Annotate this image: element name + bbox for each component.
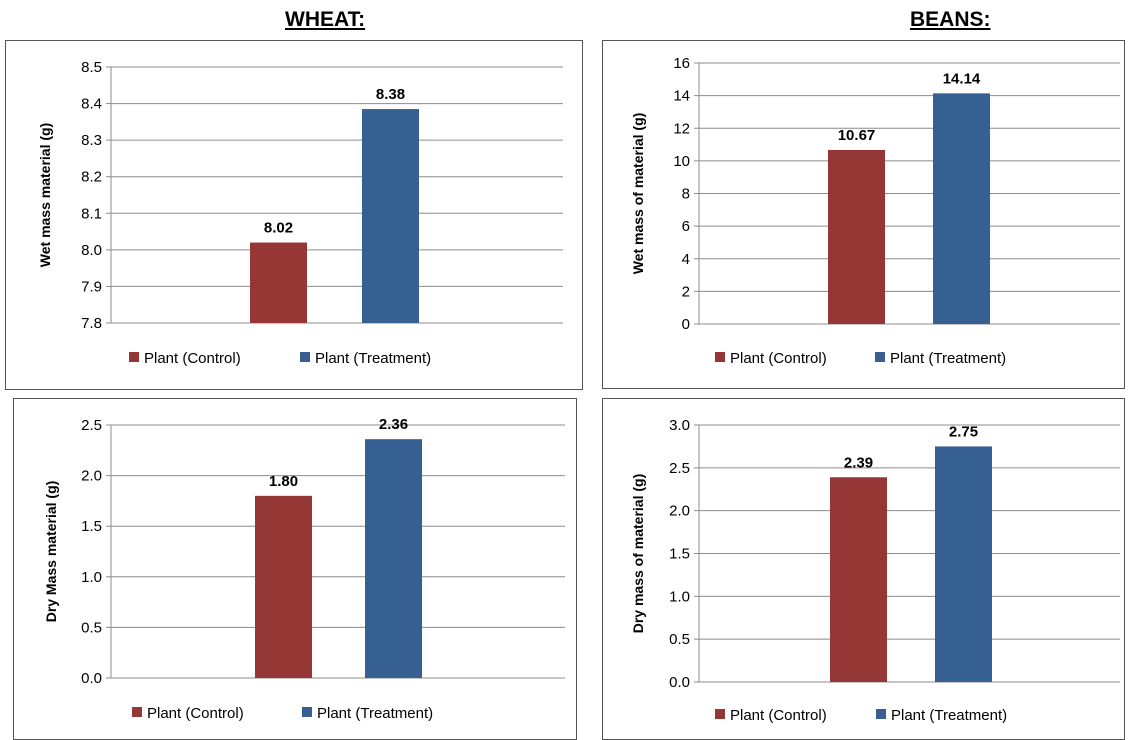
y-tick-label: 8 <box>682 186 690 203</box>
y-tick-label: 8.4 <box>81 96 102 113</box>
wheat-heading: WHEAT: <box>285 8 366 31</box>
y-tick-label: 16 <box>673 55 690 72</box>
y-tick-label: 1.5 <box>669 546 690 563</box>
legend-swatch <box>715 709 725 719</box>
y-axis-label: Wet mass material (g) <box>37 123 53 267</box>
legend-label: Plant (Treatment) <box>317 705 433 722</box>
bar-treatment <box>362 109 419 323</box>
bar-treatment <box>935 446 992 682</box>
y-tick-label: 4 <box>682 251 690 268</box>
wheat-dry-mass-chart: 0.0 0.5 1.0 1.5 2.0 2.5 Dry Mass material (g) 1… <box>13 398 577 740</box>
y-tick-label: 1.0 <box>669 588 690 605</box>
y-tick-label: 8.5 <box>81 59 102 76</box>
legend-swatch <box>876 709 886 719</box>
bar-treatment <box>365 439 422 678</box>
beans-heading: BEANS: <box>910 8 991 31</box>
beans-wet-mass-chart: 0 2 4 6 8 10 12 14 16 Wet mass of material (g) 10.… <box>602 40 1125 389</box>
chart-svg: 0.0 0.5 1.0 1.5 2.0 2.5 Dry Mass material (g) 1… <box>43 416 565 722</box>
data-label: 2.39 <box>844 454 873 471</box>
legend-label: Plant (Treatment) <box>890 350 1006 367</box>
y-tick-label: 8.0 <box>81 242 102 259</box>
legend-swatch <box>715 352 725 362</box>
y-tick-label: 7.9 <box>81 278 102 295</box>
data-label: 2.36 <box>379 416 408 433</box>
legend-swatch <box>300 352 310 362</box>
legend-swatch <box>132 707 142 717</box>
data-label: 14.14 <box>943 70 981 87</box>
y-tick-label: 8.2 <box>81 169 102 186</box>
bar-control <box>828 149 885 324</box>
y-tick-label: 0.5 <box>81 619 102 636</box>
legend-swatch <box>875 352 885 362</box>
y-tick-label: 12 <box>673 120 690 137</box>
y-tick-label: 3.0 <box>669 417 690 434</box>
bar-control <box>255 495 312 678</box>
data-label: 8.38 <box>376 86 405 103</box>
y-axis-label: Dry Mass material (g) <box>43 481 59 623</box>
y-tick-label: 2.0 <box>81 468 102 485</box>
y-tick-label: 0 <box>682 316 690 333</box>
bar-treatment <box>933 93 990 324</box>
chart-svg: 0 2 4 6 8 10 12 14 16 Wet mass of material (g) 10.… <box>630 55 1120 367</box>
y-tick-label: 1.0 <box>81 569 102 586</box>
chart-svg: 7.8 7.9 8.0 8.1 8.2 8.3 8.4 8.5 Wet mass materia… <box>37 59 563 367</box>
data-label: 2.75 <box>949 423 978 440</box>
legend-label: Plant (Control) <box>730 350 827 367</box>
bar-control <box>830 477 887 682</box>
y-tick-label: 7.8 <box>81 315 102 332</box>
data-label: 10.67 <box>838 127 876 144</box>
legend-label: Plant (Control) <box>147 705 244 722</box>
y-tick-label: 8.3 <box>81 132 102 149</box>
y-tick-label: 2.5 <box>81 417 102 434</box>
y-tick-label: 2.0 <box>669 503 690 520</box>
legend-label: Plant (Treatment) <box>891 707 1007 724</box>
legend-label: Plant (Control) <box>730 707 827 724</box>
wheat-wet-mass-chart: 7.8 7.9 8.0 8.1 8.2 8.3 8.4 8.5 Wet mass materia… <box>5 40 583 390</box>
y-axis-label: Dry mass of material (g) <box>630 474 646 634</box>
y-tick-label: 14 <box>673 88 690 105</box>
y-tick-label: 2.5 <box>669 460 690 477</box>
legend-label: Plant (Treatment) <box>315 350 431 367</box>
data-label: 8.02 <box>264 220 293 237</box>
legend-swatch <box>129 352 139 362</box>
y-axis-label: Wet mass of material (g) <box>630 113 646 275</box>
legend-swatch <box>302 707 312 717</box>
y-tick-label: 1.5 <box>81 518 102 535</box>
chart-svg: 0.0 0.5 1.0 1.5 2.0 2.5 3.0 Dry mass of materia… <box>630 417 1120 724</box>
y-tick-label: 0.0 <box>669 674 690 691</box>
y-tick-label: 0.5 <box>669 631 690 648</box>
beans-dry-mass-chart: 0.0 0.5 1.0 1.5 2.0 2.5 3.0 Dry mass of materia… <box>602 398 1125 740</box>
legend-label: Plant (Control) <box>144 350 241 367</box>
y-tick-label: 10 <box>673 153 690 170</box>
y-tick-label: 2 <box>682 283 690 300</box>
bar-control <box>250 242 307 323</box>
data-label: 1.80 <box>269 473 298 490</box>
y-tick-label: 0.0 <box>81 670 102 687</box>
y-tick-label: 8.1 <box>81 205 102 222</box>
y-tick-label: 6 <box>682 218 690 235</box>
